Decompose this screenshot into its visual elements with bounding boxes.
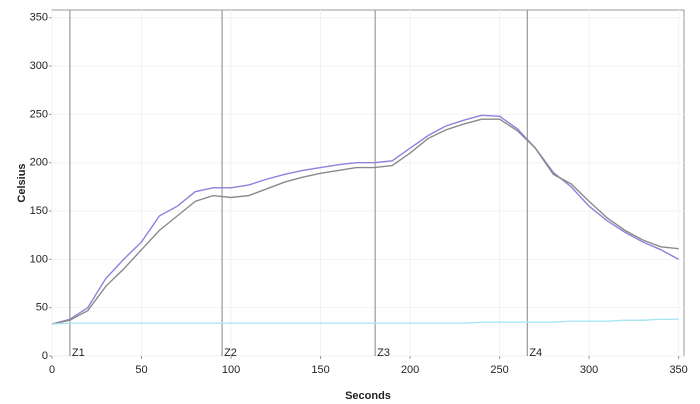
y-tick-label: 50 (36, 302, 48, 314)
plot-area (51, 9, 685, 357)
zone-label: Z2 (224, 347, 237, 359)
y-tick-label: 200 (30, 157, 48, 169)
y-tick-label: 0 (42, 350, 48, 362)
series-line (51, 114, 679, 325)
y-tick-label: 150 (30, 205, 48, 217)
x-tick-label: 50 (135, 364, 147, 376)
series-line (51, 118, 679, 325)
x-tick-label: 0 (49, 364, 55, 376)
y-tick-label: 250 (30, 108, 48, 120)
x-axis-title: Seconds (345, 390, 391, 402)
x-tick-label: 250 (490, 364, 508, 376)
y-tick-label: 300 (30, 60, 48, 72)
x-tick-label: 300 (580, 364, 598, 376)
x-tick-label: 200 (401, 364, 419, 376)
x-tick-label: 150 (311, 364, 329, 376)
y-tick-label: 350 (30, 12, 48, 24)
y-tick-label: 100 (30, 253, 48, 265)
zone-label: Z1 (72, 347, 85, 359)
x-tick-label: 350 (669, 364, 687, 376)
x-tick-label: 100 (222, 364, 240, 376)
zone-label: Z4 (529, 347, 542, 359)
zone-label: Z3 (377, 347, 390, 359)
series-line (51, 318, 679, 325)
y-axis-title: Celsius (16, 163, 28, 202)
